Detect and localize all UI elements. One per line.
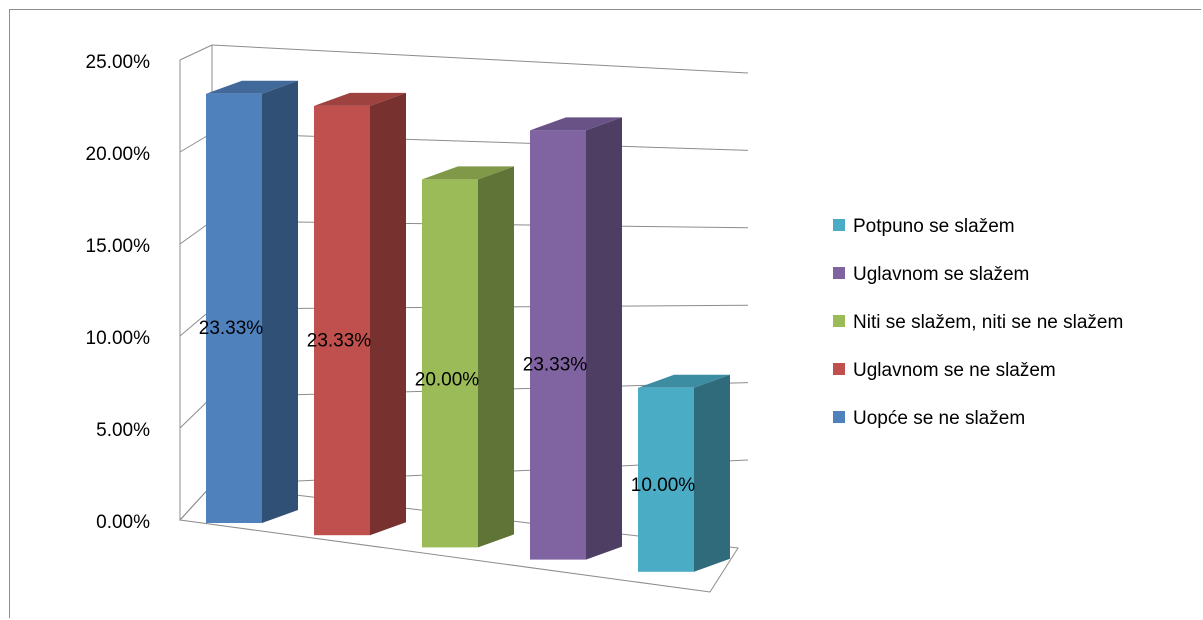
floor — [178, 484, 739, 593]
legend-swatch — [833, 219, 845, 231]
y-tick-label: 5.00% — [96, 420, 150, 441]
chart-frame — [9, 9, 1201, 618]
data-label: 23.33% — [523, 355, 588, 376]
data-label: 10.00% — [631, 475, 696, 496]
data-labels: 23.33% 23.33% 20.00% 23.33% 10.00% — [199, 318, 696, 496]
bar — [206, 80, 298, 523]
bar — [638, 374, 730, 572]
legend-label: Potpuno se slažem — [853, 216, 1015, 237]
y-tick-label: 20.00% — [86, 144, 151, 165]
bar-top — [638, 374, 730, 388]
legend: Potpuno se slažem Uglavnom se slažem Niti … — [833, 216, 1123, 429]
y-axis-tick-labels: 0.00% 5.00% 10.00% 15.00% 20.00% 25.00% — [86, 52, 151, 533]
bar — [422, 166, 514, 548]
bar-top — [422, 166, 514, 180]
y-tick-label: 25.00% — [86, 52, 151, 73]
bar-front — [422, 179, 478, 548]
bar-side — [586, 117, 622, 560]
bars — [206, 80, 730, 572]
bar-side — [370, 92, 406, 536]
bar-front — [314, 105, 370, 536]
bar-side — [262, 80, 298, 523]
legend-label: Uglavnom se slažem — [853, 264, 1029, 285]
gridline — [211, 132, 749, 151]
data-label: 20.00% — [415, 369, 480, 390]
data-label: 23.33% — [307, 330, 372, 351]
bar-top — [530, 117, 622, 131]
gridline-wall — [179, 44, 213, 61]
bar-top — [206, 80, 298, 94]
bar — [314, 92, 406, 536]
bar-side — [478, 166, 514, 548]
y-tick-label: 0.00% — [96, 512, 150, 533]
gridline — [211, 44, 749, 74]
legend-swatch — [833, 363, 845, 375]
legend-swatch — [833, 267, 845, 279]
legend-swatch — [833, 411, 845, 423]
bar — [530, 117, 622, 560]
y-tick-label: 15.00% — [86, 236, 151, 257]
legend-label: Uglavnom se ne slažem — [853, 360, 1056, 381]
bar-side — [694, 374, 730, 572]
y-tick-label: 10.00% — [86, 328, 151, 349]
legend-label: Niti se slažem, niti se ne slažem — [853, 312, 1123, 333]
legend-label: Uopće se ne slažem — [853, 408, 1025, 429]
bar-front — [530, 130, 586, 560]
bar-top — [314, 92, 406, 106]
bar-front — [638, 387, 694, 572]
data-label: 23.33% — [199, 318, 264, 339]
legend-swatch — [833, 315, 845, 327]
bar-front — [206, 93, 262, 523]
